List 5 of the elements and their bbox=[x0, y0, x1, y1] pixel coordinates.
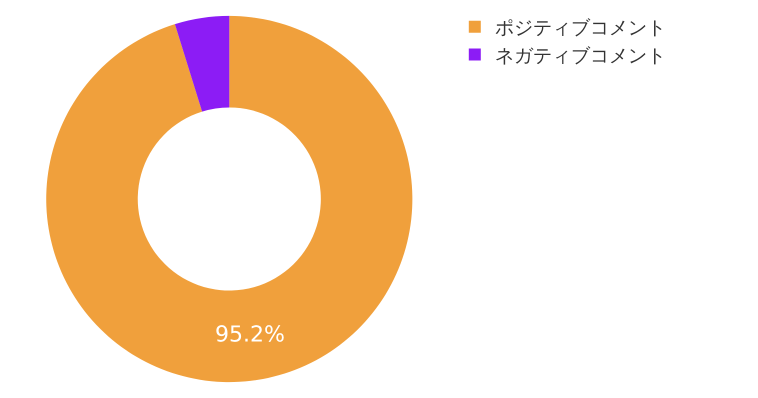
legend-label: ポジティブコメント bbox=[494, 17, 666, 40]
data-label: 95.2% bbox=[214, 322, 285, 348]
legend-label: ネガティブコメント bbox=[494, 44, 666, 67]
donut-slice bbox=[174, 16, 230, 112]
donut-slice bbox=[46, 16, 412, 382]
